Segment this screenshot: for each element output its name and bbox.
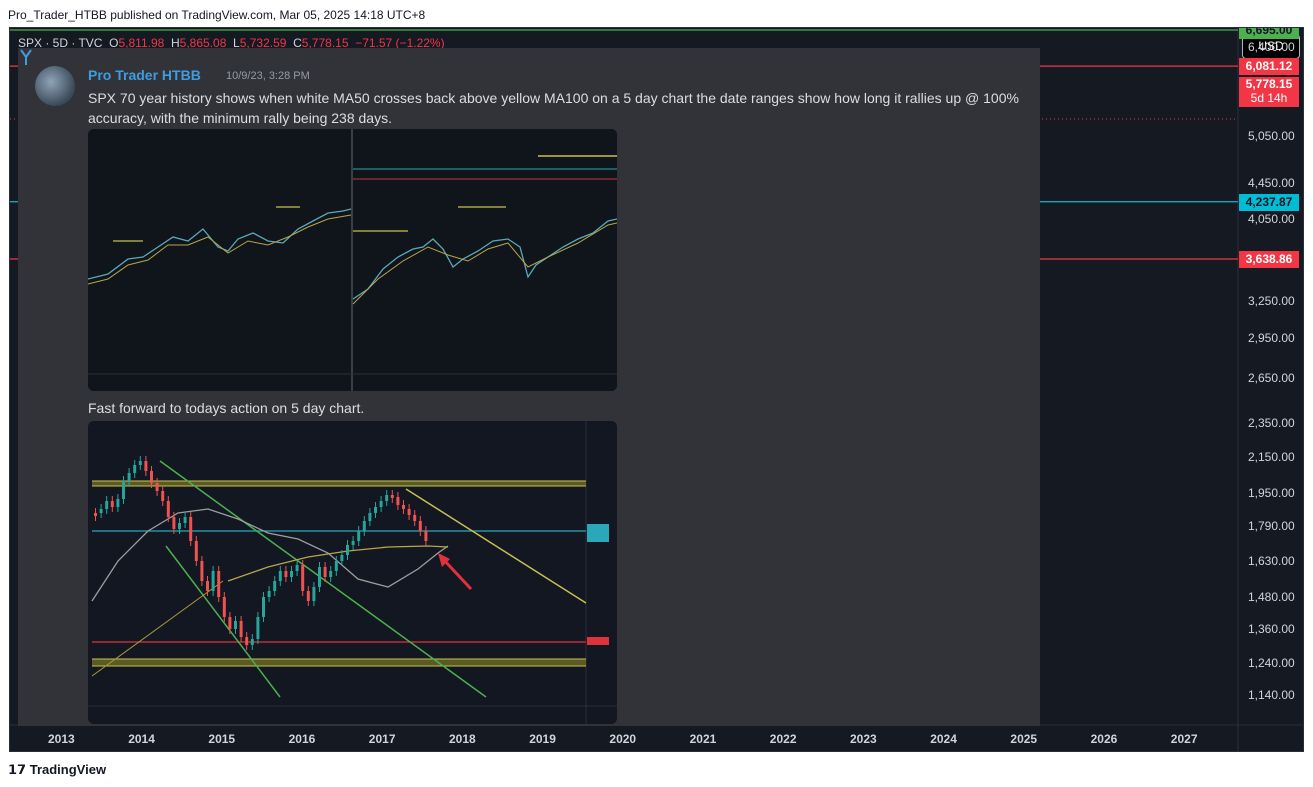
price-tick-label: 1,140.00 xyxy=(1248,688,1295,702)
high-label: H xyxy=(170,36,180,50)
time-tick-label: 2014 xyxy=(128,732,155,746)
last-price-tag: 5,778.15 5d 14h xyxy=(1239,77,1299,108)
level-price-tag: 3,638.86 xyxy=(1239,251,1299,268)
brand-label: TradingView xyxy=(29,762,107,777)
time-tick-label: 2021 xyxy=(689,732,717,746)
time-tick-label: 2013 xyxy=(48,732,75,746)
time-tick-label: 2016 xyxy=(288,732,316,746)
time-tick-label: 2026 xyxy=(1090,732,1118,746)
time-tick-label: 2015 xyxy=(208,732,236,746)
time-tick-label: 2027 xyxy=(1170,732,1198,746)
change-value: −71.57 (−1.22%) xyxy=(355,36,445,50)
bar-countdown: 5d 14h xyxy=(1250,91,1288,106)
price-tick-label: 2,950.00 xyxy=(1248,330,1295,345)
last-price-value: 5,778.15 xyxy=(1245,77,1293,92)
level-price-tag: 4,237.87 xyxy=(1239,193,1299,211)
close-label: C xyxy=(293,36,302,50)
time-tick-label: 2023 xyxy=(850,732,877,746)
high-value: 5,865.08 xyxy=(179,36,227,50)
time-tick-label: 2024 xyxy=(930,732,957,746)
price-tick-label: 4,450.00 xyxy=(1248,176,1295,191)
time-tick-label: 2025 xyxy=(1010,732,1038,746)
tradingview-logo-icon: 𝟭𝟳 xyxy=(8,762,27,777)
time-tick-label: 2018 xyxy=(449,732,476,746)
tradingview-brand[interactable]: 𝟭𝟳 TradingView xyxy=(8,762,106,778)
low-label: L xyxy=(233,36,240,50)
verified-badge-icon xyxy=(20,49,32,65)
price-tick-label: 4,050.00 xyxy=(1248,211,1295,226)
price-tick-label: 2,150.00 xyxy=(1248,449,1295,464)
low-value: 5,732.59 xyxy=(239,36,287,50)
post-author[interactable]: Pro Trader HTBB xyxy=(88,67,201,83)
time-tick-label: 2020 xyxy=(609,732,637,746)
price-tick-label: 1,630.00 xyxy=(1248,553,1295,568)
close-value: 5,778.15 xyxy=(301,36,349,50)
price-tick-label: 5,050.00 xyxy=(1248,128,1295,143)
published-line: Pro_Trader_HTBB published on TradingView… xyxy=(0,0,1313,27)
price-tick-label: 1,950.00 xyxy=(1248,486,1295,501)
avatar[interactable] xyxy=(35,66,75,106)
five-day-chart-image xyxy=(88,421,617,724)
price-tick-label: 1,360.00 xyxy=(1248,621,1295,636)
level-price-tag: 6,695.00 xyxy=(1239,28,1299,39)
attached-image-history[interactable] xyxy=(88,129,617,391)
ohlc-legend: SPX · 5D · TVC O5,811.98 H5,865.08 L5,73… xyxy=(18,36,445,50)
price-tick-label: 1,480.00 xyxy=(1248,589,1295,604)
price-tick-label: 1,790.00 xyxy=(1248,518,1295,533)
level-price-tag: 6,081.12 xyxy=(1239,58,1299,76)
time-tick-label: 2019 xyxy=(529,732,556,746)
discord-post: Pro Trader HTBB 10/9/23, 3:28 PM SPX 70 … xyxy=(18,48,1040,726)
price-tick-label: 3,250.00 xyxy=(1248,294,1295,309)
open-label: O xyxy=(109,36,119,50)
symbol-label[interactable]: SPX · 5D · TVC xyxy=(18,36,103,50)
price-tick-label: 1,240.00 xyxy=(1248,656,1295,671)
chart-area[interactable]: SPX · 5D · TVC O5,811.98 H5,865.08 L5,73… xyxy=(9,27,1304,752)
time-tick-label: 2022 xyxy=(769,732,797,746)
time-tick-label: 2017 xyxy=(368,732,396,746)
price-tick-label: 2,650.00 xyxy=(1248,371,1295,386)
post-text-2: Fast forward to todays action on 5 day c… xyxy=(88,400,365,416)
open-value: 5,811.98 xyxy=(118,36,165,50)
price-tick-label: 6,400.00 xyxy=(1248,39,1295,54)
attached-image-5day[interactable] xyxy=(88,421,617,724)
post-timestamp: 10/9/23, 3:28 PM xyxy=(226,70,310,82)
post-text: SPX 70 year history shows when white MA5… xyxy=(88,90,1019,126)
price-tick-label: 2,350.00 xyxy=(1248,416,1295,431)
history-chart-image xyxy=(88,129,617,391)
